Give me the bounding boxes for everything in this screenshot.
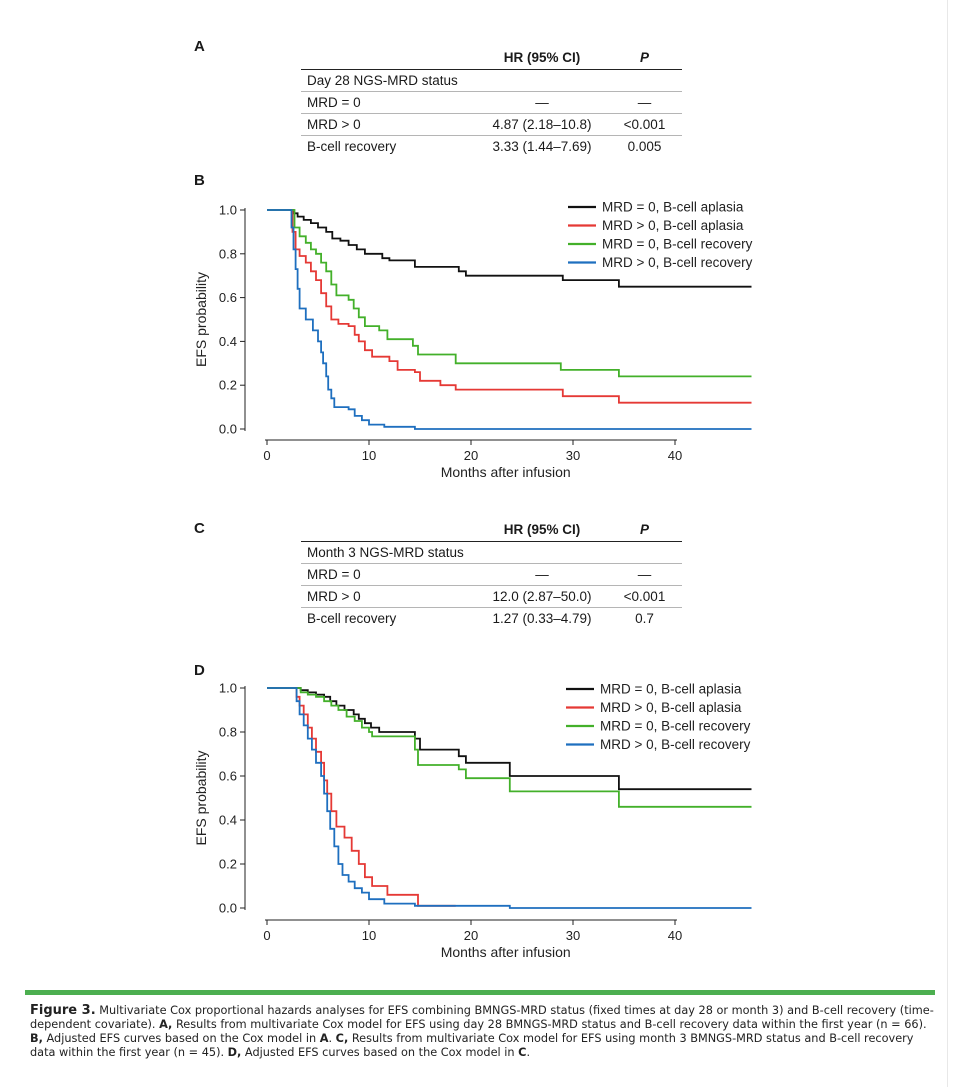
caption-divider: [25, 990, 935, 995]
row-hr: 1.27 (0.33–4.79): [492, 611, 592, 626]
x-tick-label: 40: [668, 448, 682, 463]
table-header-hr: HR (95% CI): [477, 517, 607, 542]
table-row: MRD = 0 — —: [301, 563, 682, 586]
km-chart-d: 0.0 0.2 0.4 0.6 0.8 1.0 0 10 20 30 40 Months after …: [193, 681, 752, 960]
table-header-blank: [301, 517, 477, 542]
y-tick-label: 0.8: [219, 246, 237, 261]
caption-segment: C,: [335, 1032, 349, 1045]
series-line-4: [267, 687, 752, 909]
panel-c-label: C: [194, 520, 205, 537]
caption-body: Multivariate Cox proportional hazards an…: [30, 1004, 934, 1059]
x-tick-label: 10: [362, 928, 376, 943]
page-edge-divider: [947, 0, 948, 1087]
caption-segment: .: [328, 1032, 336, 1045]
row-hr: 12.0 (2.87–50.0): [477, 585, 607, 608]
row-name: MRD > 0: [301, 113, 477, 136]
y-tick-label: 0.2: [219, 378, 237, 393]
y-tick-label: 1.0: [219, 681, 237, 696]
table-row: B-cell recovery 3.33 (1.44–7.69) 0.005: [301, 136, 682, 158]
y-axis-title: EFS probability: [193, 272, 209, 367]
table-header-blank: [301, 45, 477, 70]
x-axis-title: Months after infusion: [441, 464, 571, 480]
series-line-4: [267, 209, 752, 430]
row-name: B-cell recovery: [307, 611, 397, 626]
x-axis-title: Months after infusion: [441, 944, 571, 960]
x-tick-label: 0: [263, 448, 270, 463]
legend-entry: MRD = 0, B-cell recovery: [602, 237, 753, 252]
y-tick-label: 0.2: [219, 857, 237, 872]
panel-a-label: A: [194, 38, 205, 55]
caption-segment: D,: [227, 1046, 242, 1059]
series-line-3: [267, 687, 752, 808]
row-hr: —: [477, 91, 607, 114]
table-row: MRD > 0 4.87 (2.18–10.8) <0.001: [301, 113, 682, 136]
caption-segment: Multivariate Cox proportional hazards an…: [30, 1004, 934, 1031]
series-line-1: [267, 687, 752, 791]
series-line-3: [267, 209, 752, 378]
table-section-title: Month 3 NGS-MRD status: [301, 541, 682, 564]
x-tick-label: 0: [263, 928, 270, 943]
table-header-hr: HR (95% CI): [477, 45, 607, 70]
row-p: —: [607, 91, 682, 114]
caption-segment: C: [518, 1046, 527, 1059]
caption-segment: .: [526, 1046, 531, 1059]
y-tick-label: 0.4: [219, 813, 237, 828]
y-tick-label: 0.6: [219, 290, 237, 305]
caption-figure-number: Figure 3.: [30, 1003, 96, 1018]
legend-entry: MRD > 0, B-cell aplasia: [602, 218, 744, 233]
y-tick-label: 0.0: [219, 901, 237, 916]
y-axis-title: EFS probability: [193, 751, 209, 846]
x-tick-label: 30: [566, 448, 580, 463]
caption-segment: Adjusted EFS curves based on the Cox mod…: [42, 1032, 320, 1045]
legend-entry: MRD = 0, B-cell recovery: [600, 719, 751, 734]
caption-segment: B,: [30, 1032, 43, 1045]
panel-c-table: HR (95% CI) P Month 3 NGS-MRD status MRD…: [301, 517, 682, 629]
series-line-1: [267, 209, 752, 288]
series-line-2: [267, 209, 752, 404]
legend-entry: MRD > 0, B-cell aplasia: [600, 700, 742, 715]
x-tick-label: 40: [668, 928, 682, 943]
row-name: MRD > 0: [301, 585, 477, 608]
y-tick-label: 0.4: [219, 334, 237, 349]
x-tick-label: 10: [362, 448, 376, 463]
row-p: 0.7: [635, 611, 654, 626]
table-header-p: P: [607, 517, 682, 542]
km-chart-b: 0.0 0.2 0.4 0.6 0.8 1.0 0 10 20 30 40 Months after …: [193, 200, 753, 481]
table-row: MRD = 0 — —: [301, 91, 682, 114]
legend-entry: MRD = 0, B-cell aplasia: [600, 682, 742, 697]
row-name: MRD = 0: [301, 563, 477, 586]
y-tick-label: 1.0: [219, 203, 237, 218]
caption-segment: Results from multivariate Cox model for …: [172, 1018, 927, 1031]
row-p: <0.001: [607, 113, 682, 136]
row-hr: 3.33 (1.44–7.69): [492, 139, 592, 154]
row-hr: 4.87 (2.18–10.8): [477, 113, 607, 136]
row-p: <0.001: [607, 585, 682, 608]
panel-b-label: B: [194, 172, 205, 189]
caption-segment: Adjusted EFS curves based on the Cox mod…: [241, 1046, 519, 1059]
table-row: MRD > 0 12.0 (2.87–50.0) <0.001: [301, 585, 682, 608]
x-tick-label: 30: [566, 928, 580, 943]
caption-segment: A,: [159, 1018, 173, 1031]
legend-entry: MRD > 0, B-cell recovery: [602, 255, 753, 270]
row-name: MRD = 0: [301, 91, 477, 114]
table-header-p: P: [607, 45, 682, 70]
legend-entry: MRD > 0, B-cell recovery: [600, 737, 751, 752]
panel-a-table: HR (95% CI) P Day 28 NGS-MRD status MRD …: [301, 45, 682, 157]
y-tick-label: 0.6: [219, 769, 237, 784]
legend-entry: MRD = 0, B-cell aplasia: [602, 200, 744, 215]
table-row: B-cell recovery 1.27 (0.33–4.79) 0.7: [301, 608, 682, 630]
caption-segment: A: [319, 1032, 329, 1045]
y-tick-label: 0.0: [219, 422, 237, 437]
row-hr: —: [477, 563, 607, 586]
table-section-title: Day 28 NGS-MRD status: [301, 69, 682, 92]
x-tick-label: 20: [464, 928, 478, 943]
panel-d-label: D: [194, 662, 205, 679]
y-tick-label: 0.8: [219, 725, 237, 740]
figure-caption: Figure 3. Multivariate Cox proportional …: [30, 1004, 935, 1060]
row-p: —: [607, 563, 682, 586]
caption-segment: Results from multivariate Cox model for …: [30, 1032, 914, 1059]
x-tick-label: 20: [464, 448, 478, 463]
row-p: 0.005: [627, 139, 662, 154]
row-name: B-cell recovery: [307, 139, 397, 154]
